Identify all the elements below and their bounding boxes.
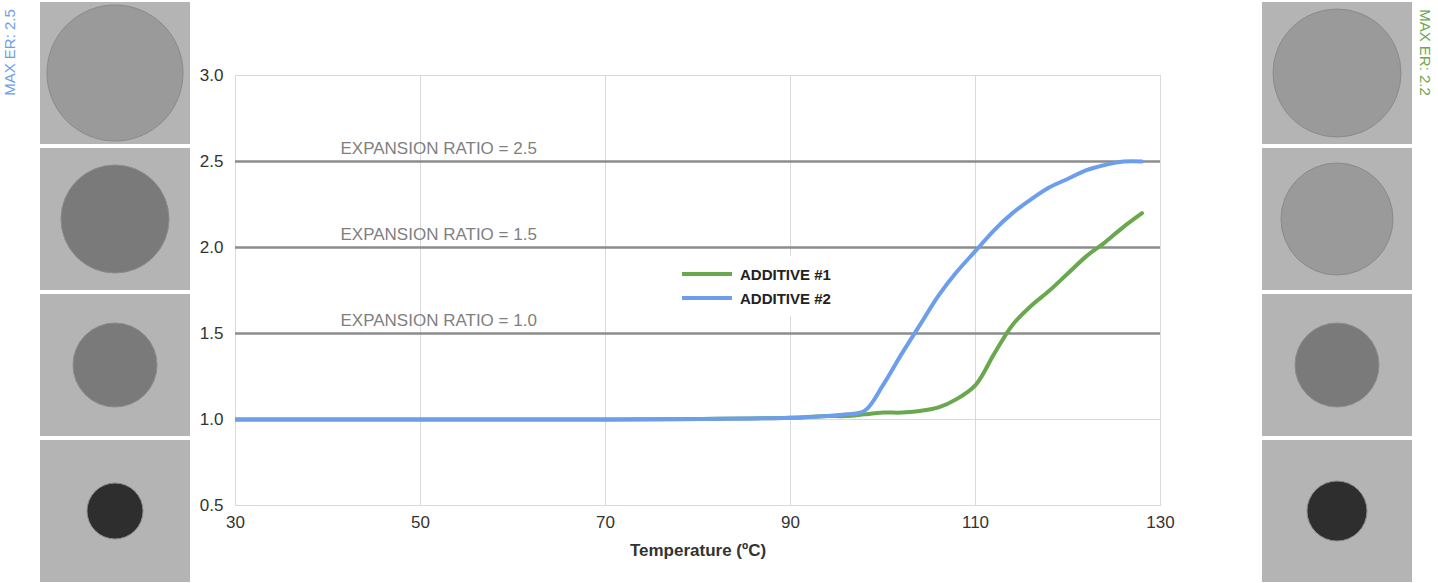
svg-text:30: 30 <box>226 513 245 532</box>
svg-text:EXPANSION RATIO = 2.5: EXPANSION RATIO = 2.5 <box>341 139 537 158</box>
html-text:ADDITIVE #1: ADDITIVE #1 <box>740 265 831 283</box>
html-text:ADDITIVE #2: ADDITIVE #2 <box>740 289 831 307</box>
svg-text:70: 70 <box>596 513 615 532</box>
svg-text:1.0: 1.0 <box>200 410 224 429</box>
svg-text:Temperature (ºC): Temperature (ºC) <box>630 541 766 560</box>
svg-text:0.5: 0.5 <box>200 496 224 515</box>
svg-text:2.5: 2.5 <box>200 152 224 171</box>
svg-text:1.5: 1.5 <box>200 324 224 343</box>
svg-text:EXPANSION RATIO = 1.5: EXPANSION RATIO = 1.5 <box>341 225 537 244</box>
svg-text:3.0: 3.0 <box>200 66 224 85</box>
html-text:MAX ER: 2.5: MAX ER: 2.5 <box>0 9 18 96</box>
svg-text:130: 130 <box>1146 513 1174 532</box>
svg-text:EXPANSION RATIO = 1.0: EXPANSION RATIO = 1.0 <box>341 311 537 330</box>
svg-text:90: 90 <box>781 513 800 532</box>
svg-text:2.0: 2.0 <box>200 238 224 257</box>
svg-text:110: 110 <box>962 513 989 532</box>
html-text:MAX ER: 2.2: MAX ER: 2.2 <box>1416 9 1434 96</box>
svg-text:50: 50 <box>411 513 430 532</box>
